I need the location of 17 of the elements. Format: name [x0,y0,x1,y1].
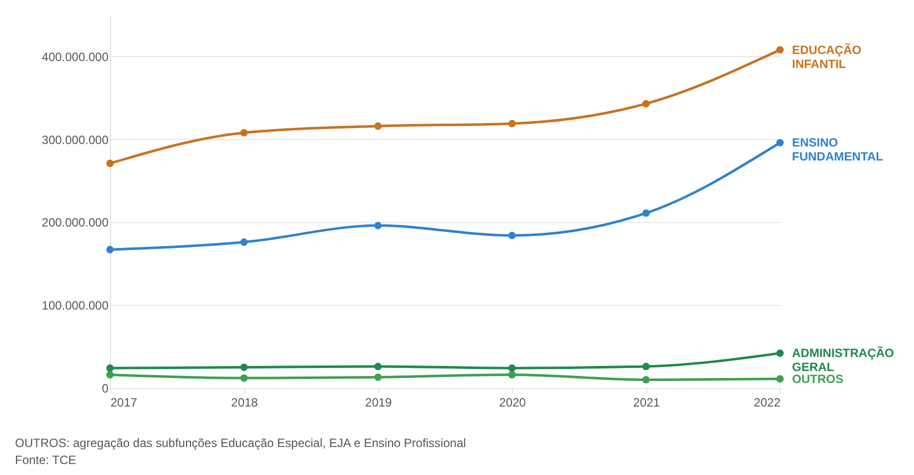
source-note: Fonte: TCE [15,453,76,467]
series-label: ENSINO FUNDAMENTAL [792,136,884,164]
y-tick-label: 0 [102,382,109,396]
x-tick-label: 2021 [633,396,660,410]
x-tick-label: 2022 [754,396,781,410]
x-tick-label: 2019 [365,396,392,410]
text: OUTROS: agregação das subfunções Educação Especial, EJA e Ensino Profissional [15,436,466,450]
x-tick-label: 2018 [231,396,258,410]
y-tick-label: 300.000.000 [42,132,109,147]
y-tick-label: 100.000.000 [42,298,109,313]
y-tick-label: 200.000.000 [42,216,109,230]
y-tick-label: 400.000.000 [42,50,109,64]
series-label: OUTROS [792,372,844,386]
series-label: ADMINISTRAÇÃO GERAL [792,346,894,374]
x-tick-label: 2020 [499,396,526,410]
series-label: EDUCAÇÃO INFANTIL [792,42,862,71]
x-tick-label: 2017 [110,396,138,410]
